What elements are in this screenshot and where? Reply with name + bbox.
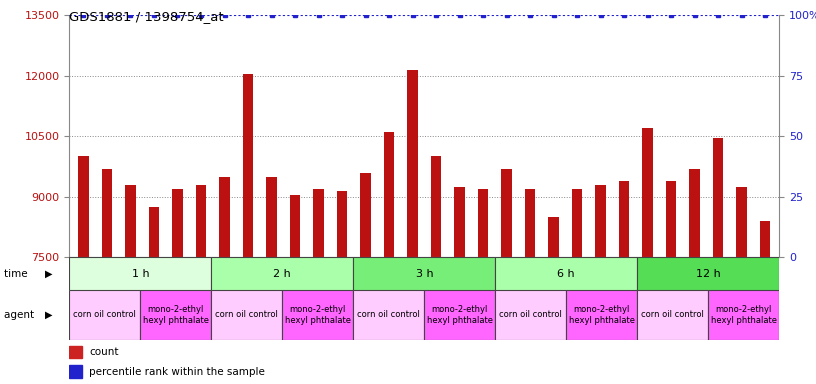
Bar <box>619 181 629 257</box>
Text: mono-2-ethyl
hexyl phthalate: mono-2-ethyl hexyl phthalate <box>427 305 493 324</box>
Bar <box>525 189 535 257</box>
Text: mono-2-ethyl
hexyl phthalate: mono-2-ethyl hexyl phthalate <box>285 305 351 324</box>
Text: mono-2-ethyl
hexyl phthalate: mono-2-ethyl hexyl phthalate <box>143 305 209 324</box>
Bar <box>211 290 282 340</box>
Bar <box>282 290 353 340</box>
Bar <box>384 132 394 257</box>
Bar <box>690 169 700 257</box>
Bar <box>495 290 566 340</box>
Bar <box>501 169 512 257</box>
Bar <box>760 221 770 257</box>
Text: mono-2-ethyl
hexyl phthalate: mono-2-ethyl hexyl phthalate <box>569 305 635 324</box>
Bar <box>353 257 495 290</box>
Bar <box>69 346 82 358</box>
Text: 1 h: 1 h <box>131 268 149 279</box>
Bar <box>431 157 441 257</box>
Text: 2 h: 2 h <box>273 268 291 279</box>
Bar <box>495 257 637 290</box>
Bar <box>211 257 353 290</box>
Bar <box>69 257 211 290</box>
Bar <box>424 290 495 340</box>
Bar <box>637 257 779 290</box>
Text: GDS1881 / 1398754_at: GDS1881 / 1398754_at <box>69 10 224 23</box>
Bar <box>266 177 277 257</box>
Bar <box>125 185 135 257</box>
Text: corn oil control: corn oil control <box>357 310 420 319</box>
Text: ▶: ▶ <box>45 268 52 279</box>
Bar <box>642 128 653 257</box>
Bar <box>102 169 113 257</box>
Text: 12 h: 12 h <box>696 268 721 279</box>
Text: corn oil control: corn oil control <box>641 310 704 319</box>
Text: corn oil control: corn oil control <box>499 310 562 319</box>
Text: ▶: ▶ <box>45 310 52 320</box>
Text: 3 h: 3 h <box>415 268 433 279</box>
Bar <box>196 185 206 257</box>
Bar <box>353 290 424 340</box>
Bar <box>290 195 300 257</box>
Bar <box>736 187 747 257</box>
Bar <box>407 70 418 257</box>
Bar <box>572 189 583 257</box>
Text: corn oil control: corn oil control <box>73 310 136 319</box>
Text: corn oil control: corn oil control <box>215 310 278 319</box>
Text: percentile rank within the sample: percentile rank within the sample <box>89 367 265 377</box>
Bar <box>455 187 465 257</box>
Text: time: time <box>4 268 34 279</box>
Bar <box>548 217 559 257</box>
Bar <box>708 290 779 340</box>
Bar <box>242 74 253 257</box>
Bar <box>666 181 676 257</box>
Bar <box>637 290 708 340</box>
Bar <box>172 189 183 257</box>
Bar <box>149 207 159 257</box>
Bar <box>69 290 140 340</box>
Bar <box>478 189 489 257</box>
Bar <box>596 185 606 257</box>
Bar <box>337 191 348 257</box>
Bar <box>78 157 89 257</box>
Bar <box>713 138 724 257</box>
Text: agent: agent <box>4 310 41 320</box>
Bar <box>566 290 637 340</box>
Bar <box>220 177 230 257</box>
Text: 6 h: 6 h <box>557 268 575 279</box>
Text: mono-2-ethyl
hexyl phthalate: mono-2-ethyl hexyl phthalate <box>711 305 777 324</box>
Bar <box>313 189 324 257</box>
Bar <box>140 290 211 340</box>
Text: count: count <box>89 347 119 357</box>
Bar <box>69 366 82 378</box>
Bar <box>360 173 370 257</box>
